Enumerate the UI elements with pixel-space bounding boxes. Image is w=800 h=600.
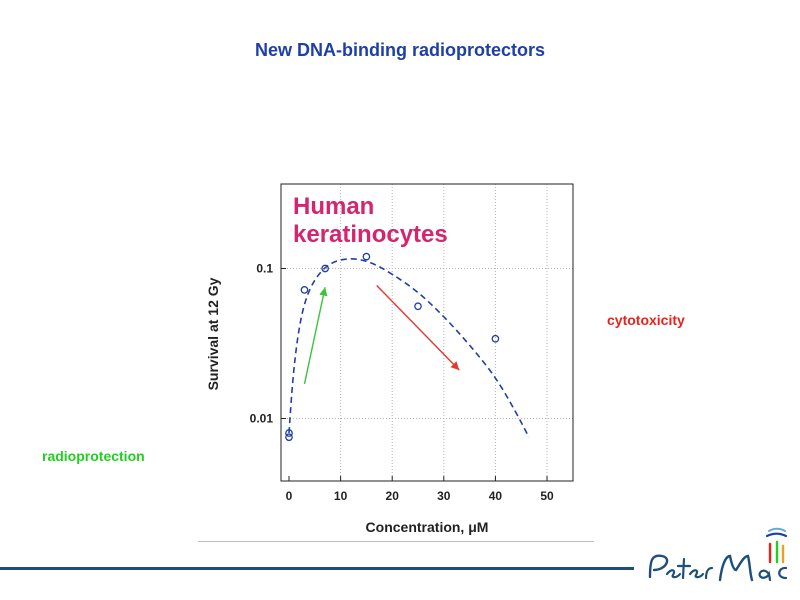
x-tick-label: 20: [386, 489, 400, 503]
data-point: [285, 433, 293, 442]
data-point: [362, 252, 371, 261]
y-tick-label: 0.1: [256, 262, 273, 276]
x-tick-label: 40: [489, 489, 503, 503]
data-point: [321, 264, 329, 273]
cytotoxicity-label: cytotoxicity: [607, 312, 685, 328]
inset-label: Human keratinocytes: [293, 193, 448, 248]
peter-mac-logo: [648, 527, 788, 582]
x-axis-label: Concentration, μM: [366, 519, 489, 535]
slide-title: New DNA-binding radioprotectors: [254, 40, 545, 60]
footer-bar: [0, 567, 634, 570]
y-axis-label: Survival at 12 Gy: [205, 277, 221, 390]
plot-frame: [280, 183, 574, 482]
chart-underline: [198, 541, 594, 542]
x-tick-label: 30: [437, 489, 451, 503]
y-tick-label: 0.01: [250, 412, 274, 426]
data-point: [414, 302, 422, 311]
data-point: [300, 286, 309, 294]
x-tick-label: 10: [334, 489, 348, 503]
fit-curve: [288, 258, 530, 438]
radioprotection-label: radioprotection: [42, 448, 145, 464]
x-tick-label: 0: [286, 489, 293, 503]
red-arrow: [376, 285, 460, 371]
x-tick-label: 50: [540, 489, 554, 503]
data-point: [491, 334, 500, 343]
green-arrow: [303, 287, 328, 385]
data-point: [285, 429, 293, 437]
